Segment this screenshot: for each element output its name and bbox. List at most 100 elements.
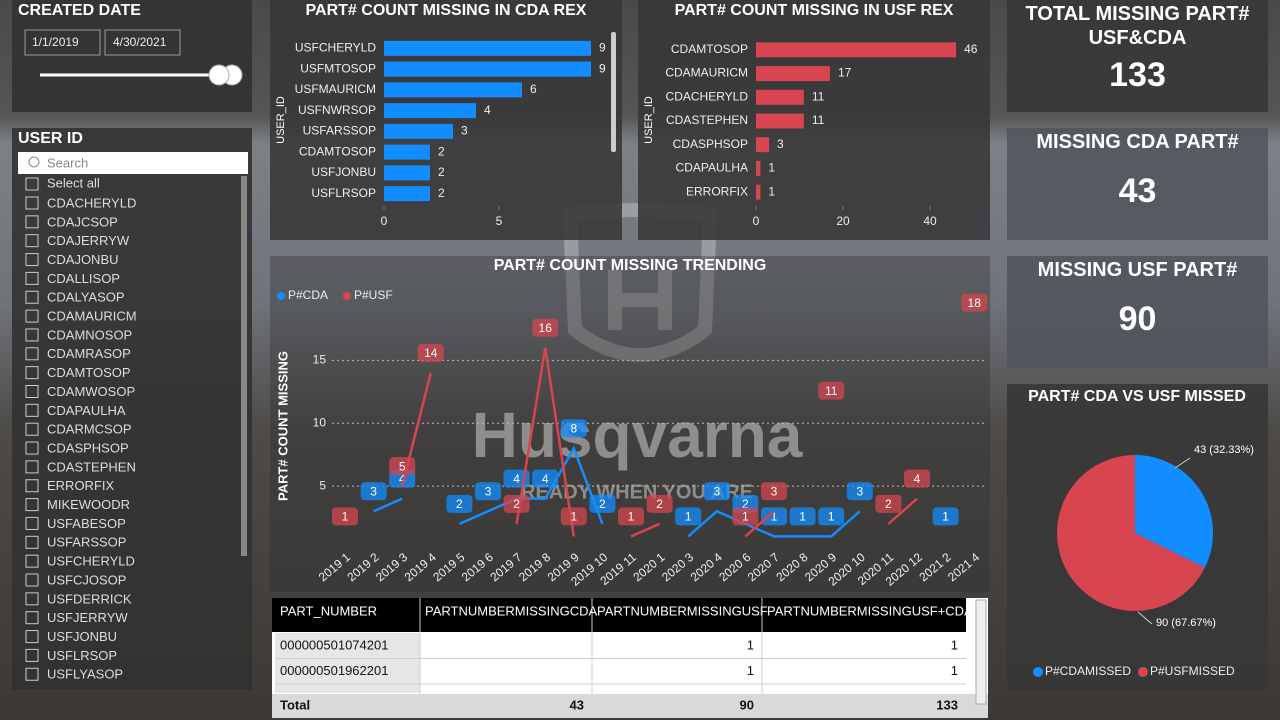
date-box[interactable]	[24, 29, 101, 56]
checkbox[interactable]	[25, 479, 39, 493]
x-tick-label: 20	[836, 214, 850, 228]
total-cell: 90	[740, 697, 754, 712]
total-cell: 43	[570, 697, 584, 712]
data-label: 3	[856, 484, 863, 498]
checkbox[interactable]	[25, 592, 39, 606]
user-item[interactable]: CDAMNOSOP	[47, 327, 132, 342]
user-item[interactable]: CDALYASOP	[47, 290, 125, 305]
checkbox[interactable]	[25, 516, 39, 530]
user-item[interactable]: USFARSSOP	[47, 535, 126, 550]
user-item[interactable]: USFJONBU	[47, 629, 117, 644]
data-label-box	[589, 494, 616, 513]
data-label: 3	[713, 484, 720, 498]
checkbox[interactable]	[25, 554, 39, 568]
panel	[1007, 256, 1268, 368]
user-item[interactable]: CDAMTOSOP	[47, 365, 131, 380]
chart-title: PART# COUNT MISSING TRENDING	[494, 257, 767, 274]
legend-marker	[277, 292, 285, 300]
bar	[384, 103, 476, 119]
user-item[interactable]: CDAMRASOP	[47, 346, 131, 361]
data-label: 8	[570, 422, 577, 436]
data-label-box	[389, 457, 416, 476]
checkbox[interactable]	[25, 611, 39, 625]
data-label: 1	[742, 510, 749, 524]
user-item[interactable]: CDAJONBU	[47, 252, 119, 267]
checkbox[interactable]	[25, 441, 39, 455]
scrollbar[interactable]	[975, 599, 987, 705]
user-item[interactable]: USFDERRICK	[47, 591, 132, 606]
user-item[interactable]: ERRORFIX	[47, 478, 115, 493]
checkbox[interactable]	[25, 385, 39, 398]
checkbox[interactable]	[25, 403, 39, 417]
checkbox[interactable]	[25, 422, 39, 436]
user-item[interactable]: MIKEWOODR	[47, 497, 130, 512]
checkbox[interactable]	[25, 498, 39, 512]
checkbox[interactable]	[25, 667, 39, 681]
search-box[interactable]	[18, 152, 248, 174]
data-label: 1	[828, 510, 835, 524]
line	[515, 347, 576, 537]
data-label-box	[818, 381, 845, 400]
user-item[interactable]: USFCJOSOP	[47, 572, 126, 587]
user-item[interactable]: CDAJERRYW	[47, 233, 130, 248]
user-item[interactable]: USFABESOP	[47, 516, 126, 531]
user-item[interactable]: CDALLISOP	[47, 271, 120, 286]
panel	[638, 0, 990, 240]
user-item[interactable]: CDARMCSOP	[47, 422, 132, 437]
checkbox[interactable]	[25, 328, 39, 342]
user-item[interactable]: CDAJCSOP	[47, 214, 118, 229]
checkbox[interactable]	[25, 535, 39, 549]
data-label: 17	[838, 66, 852, 80]
user-item[interactable]: CDAMWOSOP	[47, 384, 135, 399]
bar	[384, 144, 430, 160]
checkbox[interactable]	[25, 460, 39, 474]
checkbox[interactable]	[25, 215, 39, 229]
data-label: 3	[777, 137, 784, 151]
date-box[interactable]	[104, 29, 181, 56]
table-cell: 000000501074201	[280, 637, 388, 652]
user-item[interactable]: CDAPAULHA	[47, 403, 126, 418]
scrollbar[interactable]	[611, 32, 616, 152]
checkbox[interactable]	[25, 309, 39, 323]
checkbox[interactable]	[25, 648, 39, 662]
legend-label: P#CDA	[288, 288, 328, 302]
data-label-box	[360, 482, 387, 501]
data-label-box	[475, 482, 501, 501]
user-item[interactable]: USFJERRYW	[47, 610, 128, 625]
checkbox[interactable]	[25, 177, 39, 191]
panel	[12, 0, 252, 112]
data-label-box	[646, 494, 673, 513]
user-item[interactable]: USFLYASOP	[47, 667, 123, 682]
data-label: 18	[968, 296, 982, 310]
checkbox[interactable]	[25, 234, 39, 248]
user-item[interactable]: USFLRSOP	[47, 648, 117, 663]
checkbox[interactable]	[25, 290, 39, 304]
table-cell: 1	[951, 663, 958, 678]
panel	[1007, 0, 1268, 112]
checkbox[interactable]	[25, 630, 39, 644]
user-item[interactable]: USFCHERYLD	[47, 554, 135, 569]
data-label: 1	[768, 184, 775, 198]
checkbox[interactable]	[25, 573, 39, 587]
checkbox[interactable]	[25, 253, 39, 267]
checkbox[interactable]	[25, 366, 39, 380]
checkbox[interactable]	[25, 347, 39, 361]
y-tick-label: USFARSSOP	[303, 124, 376, 138]
user-item[interactable]: CDASTEPHEN	[47, 459, 136, 474]
user-item[interactable]: CDASPHSOP	[47, 440, 129, 455]
bar	[756, 89, 804, 105]
slider-thumb[interactable]	[208, 64, 230, 86]
y-tick-label: USFJONBU	[311, 165, 376, 179]
checkbox[interactable]	[25, 196, 39, 210]
filter-title: CREATED DATE	[18, 2, 141, 19]
card-title: MISSING USF PART#	[1037, 259, 1238, 281]
checkbox[interactable]	[25, 271, 39, 285]
table-cell: 000000501962201	[280, 663, 388, 678]
scrollbar[interactable]	[241, 176, 247, 556]
bar	[756, 137, 770, 153]
user-item[interactable]: CDAMAURICM	[47, 309, 137, 324]
table-cell: 1	[951, 637, 958, 652]
user-item[interactable]: CDACHERYLD	[47, 195, 136, 210]
